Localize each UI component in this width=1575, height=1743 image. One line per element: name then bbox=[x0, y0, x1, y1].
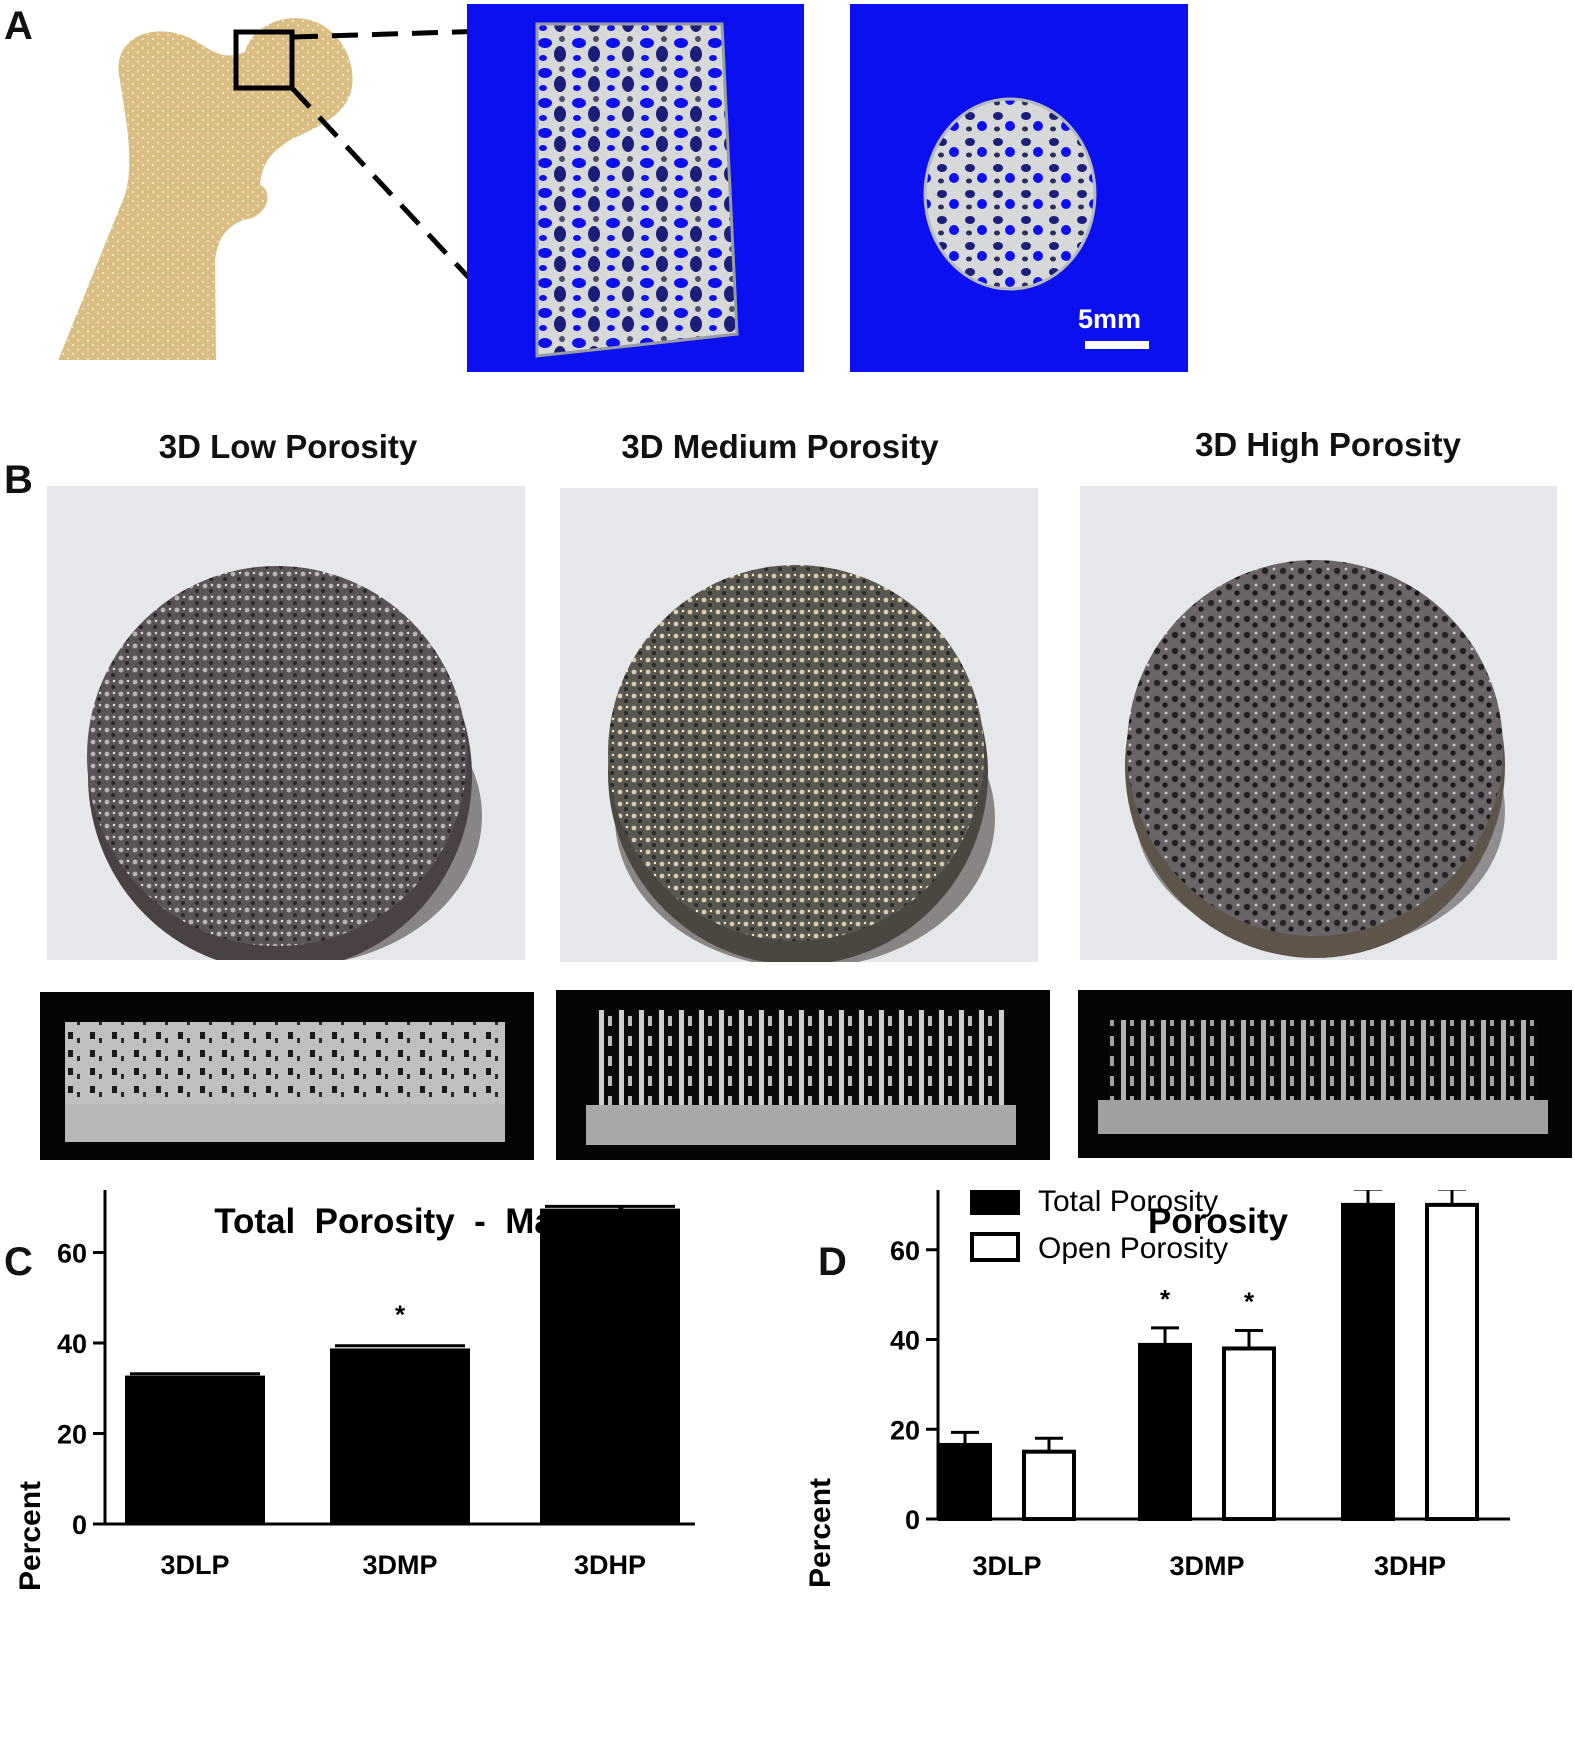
chart-d-title: Porosity bbox=[1148, 1202, 1289, 1241]
y-tick-label: 60 bbox=[890, 1236, 920, 1266]
bar-3DMP-open bbox=[1222, 1346, 1276, 1521]
panel-d-label: D bbox=[818, 1240, 847, 1284]
bar-3DMP-total bbox=[1138, 1342, 1192, 1522]
x-tick-label: 3DLP bbox=[972, 1551, 1041, 1581]
bar-3DLP bbox=[125, 1375, 265, 1524]
bar-3DHP-open bbox=[1425, 1202, 1479, 1521]
x-tick-label: 3DHP bbox=[574, 1550, 646, 1580]
y-tick-label: 60 bbox=[57, 1239, 87, 1269]
y-tick-label: 40 bbox=[57, 1329, 87, 1359]
chart-c-ylabel: Percent bbox=[14, 1481, 47, 1591]
chart-total-porosity-manual: Total Porosity - Manual Percent 02040608… bbox=[14, 1190, 695, 1591]
photo-medium-porosity bbox=[560, 488, 1038, 962]
ct-slice-low-porosity bbox=[40, 992, 534, 1160]
title-low-porosity: 3D Low Porosity bbox=[158, 428, 418, 465]
panel-c-label: C bbox=[4, 1240, 33, 1284]
title-high-porosity: 3D High Porosity bbox=[1195, 426, 1461, 463]
significance-marker: * bbox=[395, 1300, 406, 1330]
title-medium-porosity: 3D Medium Porosity bbox=[621, 428, 939, 465]
photo-low-porosity bbox=[47, 486, 525, 960]
bar-3DHP bbox=[540, 1208, 680, 1524]
x-tick-label: 3DMP bbox=[362, 1550, 437, 1580]
bar-3DHP-total bbox=[1341, 1202, 1395, 1521]
y-tick-label: 0 bbox=[72, 1510, 87, 1540]
plot-area: 0204060803DLP*3DMP*^3DHP bbox=[57, 1190, 695, 1580]
photo-high-porosity bbox=[1080, 486, 1557, 960]
x-tick-label: 3DLP bbox=[160, 1550, 229, 1580]
zoom-box bbox=[233, 29, 295, 91]
bar-3DMP bbox=[330, 1348, 470, 1524]
chart-porosity: Porosity Percent 0204060803DLP**3DMP*^*^… bbox=[804, 1190, 1510, 1588]
legend-label: Open Porosity bbox=[1038, 1232, 1228, 1265]
chart-d-ylabel: Percent bbox=[804, 1478, 837, 1588]
legend-swatch bbox=[970, 1232, 1020, 1262]
legend-swatch bbox=[970, 1190, 1020, 1215]
y-tick-label: 20 bbox=[890, 1415, 920, 1445]
significance-marker: * bbox=[1244, 1287, 1255, 1317]
x-tick-label: 3DHP bbox=[1374, 1551, 1446, 1581]
femur-illustration bbox=[58, 18, 353, 360]
y-tick-label: 20 bbox=[57, 1420, 87, 1450]
femur-shape bbox=[58, 18, 353, 360]
y-tick-label: 40 bbox=[890, 1326, 920, 1356]
scale-bar-label: 5mm bbox=[1078, 304, 1142, 334]
microct-cylinder-top: 5mm bbox=[850, 4, 1188, 372]
ct-slice-medium-porosity bbox=[556, 990, 1050, 1160]
panel-b-label: B bbox=[4, 458, 33, 502]
significance-marker: * bbox=[1160, 1284, 1171, 1314]
y-tick-label: 0 bbox=[905, 1505, 920, 1535]
ct-slice-high-porosity bbox=[1078, 990, 1572, 1158]
scale-bar bbox=[1085, 341, 1149, 349]
panel-a-label: A bbox=[4, 4, 33, 48]
bar-3DLP-open bbox=[1022, 1449, 1076, 1521]
legend-label: Total Porosity bbox=[1038, 1190, 1218, 1218]
bar-3DLP-total bbox=[938, 1442, 992, 1522]
x-tick-label: 3DMP bbox=[1169, 1551, 1244, 1581]
microct-cylinder-side bbox=[467, 4, 804, 372]
